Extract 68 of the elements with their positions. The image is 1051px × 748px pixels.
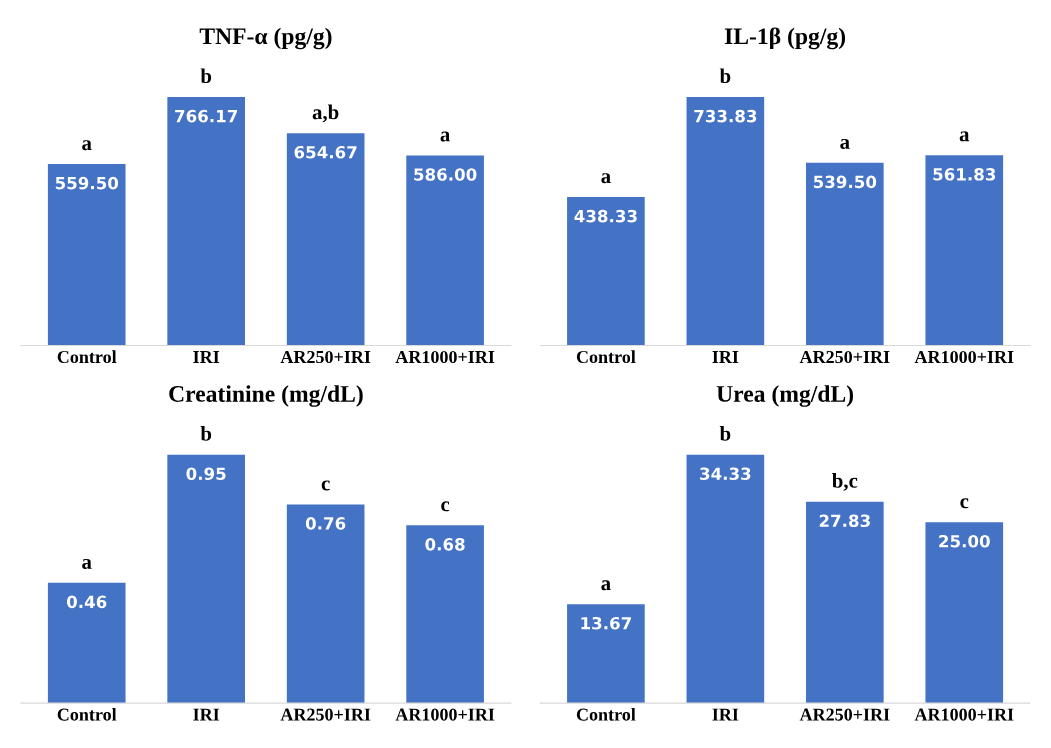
annotation: c xyxy=(960,498,969,509)
bar xyxy=(567,197,645,346)
x-tick-label: AR1000+IRI xyxy=(395,350,495,364)
data-label: 586.00 xyxy=(414,168,477,181)
annotation: b xyxy=(200,68,212,84)
bar xyxy=(925,155,1004,346)
data-label: 766.17 xyxy=(175,109,238,123)
bar xyxy=(925,522,1004,704)
x-tick-label: AR1000+IRI xyxy=(914,708,1014,721)
data-label: 0.95 xyxy=(186,467,226,481)
x-tick-label: AR250+IRI xyxy=(799,350,890,364)
bar xyxy=(167,454,246,704)
x-tick-label: AR250+IRI xyxy=(280,350,371,364)
annotation: b xyxy=(719,68,731,84)
x-tick-label: AR250+IRI xyxy=(280,708,371,721)
bar xyxy=(47,164,126,346)
x-tick-label: Control xyxy=(57,350,117,364)
data-label: 559.50 xyxy=(55,176,119,190)
x-tick-label: IRI xyxy=(193,708,220,721)
data-label: 0.46 xyxy=(66,595,107,609)
annotation: c xyxy=(321,480,330,491)
data-label: 733.83 xyxy=(694,109,757,123)
bar xyxy=(406,155,484,346)
annotation: a xyxy=(959,131,970,142)
annotation: a,b xyxy=(312,104,339,123)
annotation: a xyxy=(601,580,611,591)
chart-title: TNF-α (pg/g) xyxy=(199,27,332,50)
annotation: a xyxy=(840,138,850,149)
data-label: 561.83 xyxy=(933,168,996,181)
bar xyxy=(286,133,365,346)
bar xyxy=(286,504,365,704)
annotation: a xyxy=(82,140,92,151)
chart-title: Urea (mg/dL) xyxy=(716,385,854,407)
annotation: b,c xyxy=(832,473,858,491)
data-label: 25.00 xyxy=(939,534,990,548)
x-tick-label: AR250+IRI xyxy=(799,708,890,721)
x-tick-label: Control xyxy=(576,707,636,721)
bar xyxy=(47,582,126,704)
x-tick-label: IRI xyxy=(712,708,739,721)
annotation: c xyxy=(441,501,450,512)
chart-title: Creatinine (mg/dL) xyxy=(169,385,363,407)
annotation: b xyxy=(719,426,731,441)
x-tick-label: AR1000+IRI xyxy=(914,350,1014,364)
bar xyxy=(567,604,645,704)
data-label: 13.67 xyxy=(581,616,631,630)
x-tick-label: AR1000+IRI xyxy=(395,708,495,721)
chart-title: IL-1β (pg/g) xyxy=(724,27,846,50)
x-tick-label: Control xyxy=(57,707,117,721)
x-tick-label: Control xyxy=(576,350,636,364)
bar xyxy=(406,525,484,704)
annotation: a xyxy=(601,173,611,184)
bar xyxy=(686,454,765,704)
data-label: 539.50 xyxy=(813,175,877,189)
bar xyxy=(167,97,246,346)
x-tick-label: IRI xyxy=(712,351,739,363)
bar xyxy=(686,97,765,346)
annotation: b xyxy=(200,426,212,441)
bar xyxy=(805,162,884,346)
data-label: 0.76 xyxy=(305,517,346,530)
data-label: 27.83 xyxy=(819,514,870,528)
data-label: 438.33 xyxy=(574,209,637,223)
annotation: a xyxy=(82,558,92,569)
annotation: a xyxy=(440,131,450,142)
data-label: 0.68 xyxy=(425,538,465,551)
x-tick-label: IRI xyxy=(193,351,220,363)
data-label: 654.67 xyxy=(294,145,357,159)
data-label: 34.33 xyxy=(700,467,751,481)
bar xyxy=(805,501,884,704)
